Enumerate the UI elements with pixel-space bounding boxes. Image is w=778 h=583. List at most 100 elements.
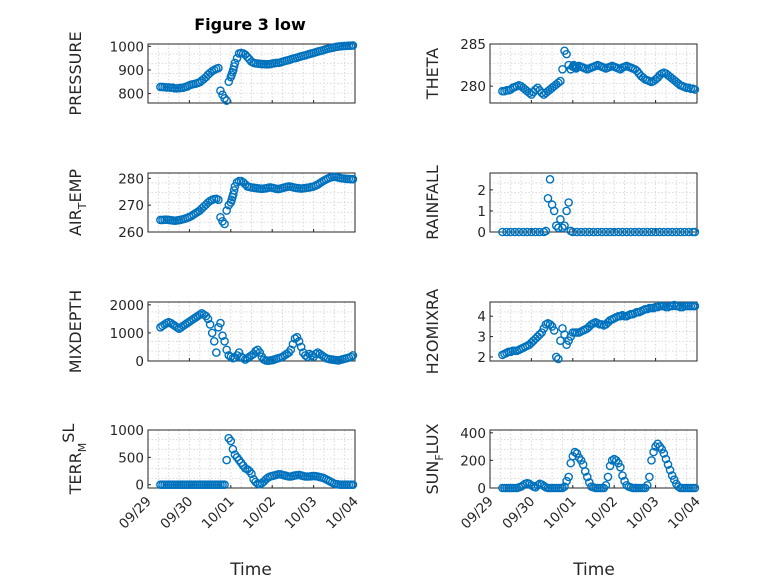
data-point — [564, 472, 573, 482]
data-point — [672, 227, 681, 237]
y-tick-label: 500 — [118, 450, 144, 466]
data-point — [214, 322, 223, 332]
data-point — [655, 227, 665, 237]
data-point — [348, 174, 358, 184]
data-point — [234, 348, 244, 357]
data-point — [663, 460, 673, 469]
data-point — [527, 90, 536, 99]
y-tick-label: 2 — [477, 350, 486, 366]
data-point — [580, 467, 590, 476]
data-point — [645, 472, 654, 482]
data-point — [618, 227, 627, 237]
data-point — [558, 223, 567, 233]
y-tick-label: 400 — [460, 426, 486, 442]
data-point — [527, 227, 536, 237]
x-tick-label: 10/01 — [199, 494, 238, 533]
y-tick-label: 260 — [118, 225, 144, 241]
data-point — [603, 472, 613, 482]
data-point — [570, 447, 580, 457]
y-tick-label: 3 — [477, 330, 486, 346]
data-point — [292, 332, 302, 342]
x-tick-label: 10/02 — [582, 494, 621, 533]
data-point — [614, 227, 623, 237]
data-point — [564, 336, 573, 345]
data-point — [543, 193, 553, 203]
data-point — [665, 465, 675, 475]
data-point — [232, 53, 242, 63]
x-tick-label: 10/01 — [541, 494, 580, 533]
data-point — [230, 182, 240, 191]
data-point — [638, 227, 648, 237]
data-point — [554, 78, 563, 88]
data-point — [545, 175, 555, 184]
data-point — [172, 322, 182, 332]
data-point — [609, 227, 619, 237]
data-point — [576, 456, 586, 465]
data-point — [669, 475, 679, 485]
x-tick-label: 10/02 — [240, 494, 279, 533]
y-tick-label: 0 — [135, 478, 144, 494]
data-point — [207, 328, 217, 338]
x-tick-label: 09/29 — [458, 494, 497, 533]
data-point — [572, 449, 582, 458]
data-point — [585, 478, 594, 487]
data-point — [533, 480, 542, 490]
data-point — [228, 444, 238, 454]
data-point — [209, 337, 219, 346]
data-point — [498, 227, 507, 237]
data-point — [661, 454, 671, 464]
data-point — [348, 480, 358, 490]
data-point — [226, 436, 236, 446]
data-point — [647, 227, 656, 237]
y-axis-label: TERRMSL — [59, 424, 89, 496]
data-point — [690, 301, 700, 311]
data-point — [560, 482, 569, 491]
data-point — [618, 471, 627, 480]
data-point — [216, 318, 225, 328]
panel-air-temp: 260 270 280 AIRTEMP — [66, 169, 358, 241]
data-point — [556, 76, 565, 86]
y-axis-label: RAINFALL — [423, 165, 442, 240]
data-point — [301, 351, 310, 360]
data-point — [549, 326, 559, 335]
data-point — [212, 348, 221, 357]
y-axis-label: PRESSURE — [66, 31, 85, 115]
data-point — [547, 322, 557, 331]
data-point — [216, 212, 225, 222]
y-tick-label: 280 — [460, 79, 486, 95]
axes-box — [147, 43, 356, 104]
panel-mixdepth: 0 1000 2000 MIXDEPTH — [66, 290, 358, 373]
data-point — [535, 330, 544, 339]
data-point — [562, 340, 571, 350]
data-point — [690, 483, 700, 493]
x-tick-label: 10/03 — [624, 494, 663, 533]
data-point — [647, 456, 656, 465]
data-point — [545, 320, 555, 329]
data-point — [220, 337, 229, 346]
panel-pressure: 800 900 1000 PRESSURE — [66, 31, 358, 116]
data-point — [651, 227, 660, 237]
data-point — [541, 226, 551, 236]
axes-box — [147, 172, 356, 233]
data-point — [251, 477, 260, 487]
data-point — [562, 49, 571, 59]
data-point — [230, 58, 240, 68]
y-tick-label: 2000 — [110, 298, 144, 314]
data-point — [556, 336, 565, 345]
x-tick-label: 10/03 — [282, 494, 321, 533]
data-point — [518, 227, 528, 237]
data-point — [622, 227, 631, 237]
data-point — [514, 227, 524, 237]
panel-rainfall: 0 1 2 RAINFALL — [423, 165, 700, 241]
y-tick-label: 900 — [118, 63, 144, 79]
data-point — [226, 352, 236, 362]
data-point — [674, 482, 683, 491]
data-point — [620, 476, 629, 486]
data-point — [232, 178, 242, 187]
data-point — [601, 227, 611, 237]
y-tick-label: 0 — [135, 354, 144, 370]
data-point — [535, 227, 544, 237]
data-point — [576, 227, 586, 237]
data-point — [551, 352, 561, 362]
